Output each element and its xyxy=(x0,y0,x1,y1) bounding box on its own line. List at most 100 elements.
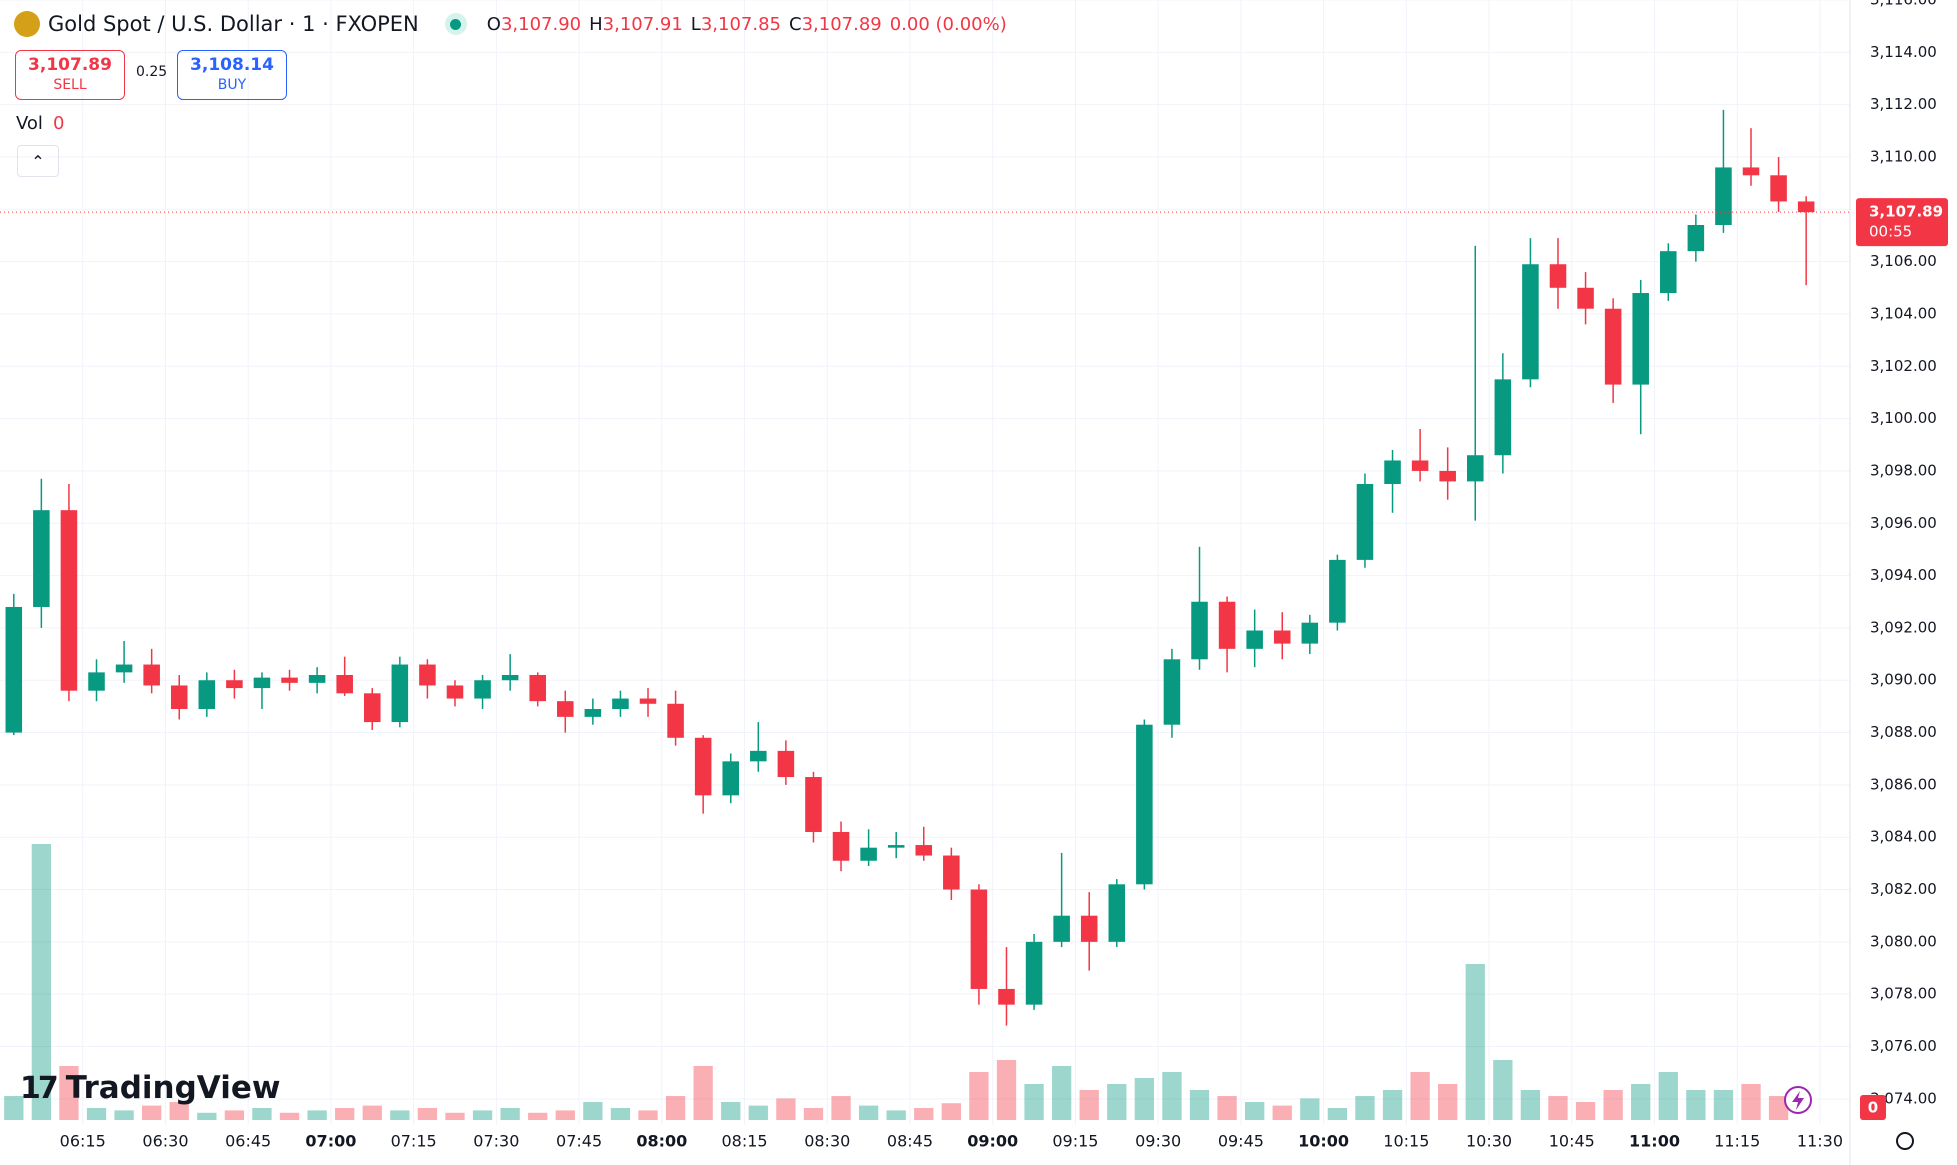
candle-body xyxy=(115,664,133,673)
y-tick-label: 3,092.00 xyxy=(1870,618,1937,636)
watermark[interactable]: 17 TradingView xyxy=(20,1070,281,1106)
volume-bar xyxy=(362,1105,382,1120)
volume-bar xyxy=(31,844,52,1120)
sell-price: 3,107.89 xyxy=(28,55,112,75)
volume-bar xyxy=(1410,1072,1430,1120)
y-tick-label: 3,094.00 xyxy=(1870,566,1937,584)
volume-bar xyxy=(583,1102,603,1120)
y-tick-label: 3,100.00 xyxy=(1870,409,1937,427)
volume-bar xyxy=(4,1096,24,1120)
y-tick-label: 3,116.00 xyxy=(1870,0,1937,9)
buy-button[interactable]: 3,108.14 BUY xyxy=(177,50,287,100)
volume-bar xyxy=(914,1108,934,1120)
candle-body xyxy=(1080,915,1098,942)
volume-bar xyxy=(1686,1090,1706,1120)
volume-bar xyxy=(1382,1090,1403,1120)
candle-body xyxy=(1687,225,1705,252)
buy-price: 3,108.14 xyxy=(190,55,274,75)
volume-bar xyxy=(638,1110,658,1120)
x-tick-label: 07:30 xyxy=(473,1132,519,1151)
candle-body xyxy=(639,698,657,704)
ohlc-value: 3,107.89 xyxy=(801,13,882,35)
candle-body xyxy=(915,845,933,856)
candle-body xyxy=(1053,915,1070,942)
volume-tag-label: 0 xyxy=(1868,1099,1878,1117)
y-tick-label: 3,076.00 xyxy=(1870,1037,1937,1055)
x-tick-label: 07:00 xyxy=(305,1132,356,1151)
ohlc-key: L xyxy=(690,13,701,35)
volume-value: 0 xyxy=(52,113,65,134)
volume-bar xyxy=(1051,1066,1072,1120)
volume-bar xyxy=(1162,1072,1182,1120)
volume-bar xyxy=(445,1112,465,1120)
y-tick-label: 3,090.00 xyxy=(1870,671,1937,689)
volume-bar xyxy=(831,1096,851,1120)
spread: 0.25 xyxy=(136,64,168,80)
candle-body xyxy=(557,701,574,717)
y-tick-label: 3,078.00 xyxy=(1870,985,1937,1003)
candle-body xyxy=(1301,622,1319,644)
candle-body xyxy=(612,698,629,710)
volume-bar xyxy=(555,1110,575,1120)
candle-body xyxy=(1604,308,1622,385)
candle-body xyxy=(1632,293,1649,385)
volume-bar xyxy=(610,1108,631,1120)
y-tick-label: 3,082.00 xyxy=(1870,880,1937,898)
volume-bar xyxy=(197,1112,217,1120)
candle-body xyxy=(1494,379,1512,456)
volume-bar xyxy=(969,1072,989,1120)
candle-body xyxy=(970,889,988,989)
volume-bar xyxy=(665,1096,686,1120)
ohlc-value: 3,107.90 xyxy=(500,13,582,35)
volume-bar xyxy=(500,1108,520,1120)
volume-legend[interactable]: Vol 0 xyxy=(16,113,64,134)
volume-bar xyxy=(390,1110,410,1120)
x-tick-label: 09:15 xyxy=(1052,1132,1098,1151)
x-tick-label: 08:30 xyxy=(804,1132,850,1151)
candle-body xyxy=(1577,287,1594,309)
x-tick-label: 06:30 xyxy=(142,1132,188,1151)
candle-body xyxy=(584,709,602,717)
sell-label: SELL xyxy=(53,77,87,93)
settings-button[interactable] xyxy=(1896,1132,1914,1150)
volume-bar xyxy=(1741,1084,1761,1120)
candle-body xyxy=(943,855,960,890)
symbol-header: Gold Spot / U.S. Dollar · 1 · FXOPEN O3,… xyxy=(14,11,1007,37)
candle-body xyxy=(1191,601,1208,660)
symbol-title[interactable]: Gold Spot / U.S. Dollar · 1 · FXOPEN xyxy=(48,12,419,36)
candle-body xyxy=(1466,455,1484,482)
y-tick-label: 3,098.00 xyxy=(1870,461,1937,479)
candle-body xyxy=(1797,201,1815,213)
volume-bar xyxy=(1327,1108,1348,1120)
market-status[interactable] xyxy=(444,13,467,35)
candle-body xyxy=(1522,264,1539,380)
candle-body xyxy=(170,685,188,710)
volume-bar xyxy=(1548,1096,1568,1120)
volume-bar xyxy=(417,1108,438,1120)
volume-bar xyxy=(1355,1096,1375,1120)
ohlc-key: H xyxy=(589,13,603,35)
volume-bar xyxy=(1658,1072,1678,1120)
y-tick-label: 3,110.00 xyxy=(1870,147,1937,165)
volume-bar xyxy=(1079,1090,1099,1120)
x-tick-label: 09:45 xyxy=(1218,1132,1264,1151)
ohlc-value: 3,107.85 xyxy=(700,13,781,35)
volume-bar xyxy=(693,1066,713,1120)
candle-body xyxy=(60,510,78,691)
sell-button[interactable]: 3,107.89 SELL xyxy=(15,50,125,100)
candle-body xyxy=(887,845,905,848)
buy-label: BUY xyxy=(217,77,247,93)
y-tick-label: 3,074.00 xyxy=(1870,1089,1937,1107)
candle-body xyxy=(363,693,381,723)
collapse-button[interactable]: ⌃ xyxy=(17,145,59,177)
candle-body xyxy=(1136,724,1153,885)
candle-body xyxy=(419,664,436,686)
x-tick-label: 10:45 xyxy=(1549,1132,1595,1151)
ohlc-key: O xyxy=(486,13,501,35)
volume-bar xyxy=(1465,964,1485,1120)
y-tick-label: 3,114.00 xyxy=(1870,43,1937,61)
candle-body xyxy=(33,510,50,607)
volume-tag xyxy=(1860,1095,1886,1120)
volume-title: Vol xyxy=(16,113,43,134)
